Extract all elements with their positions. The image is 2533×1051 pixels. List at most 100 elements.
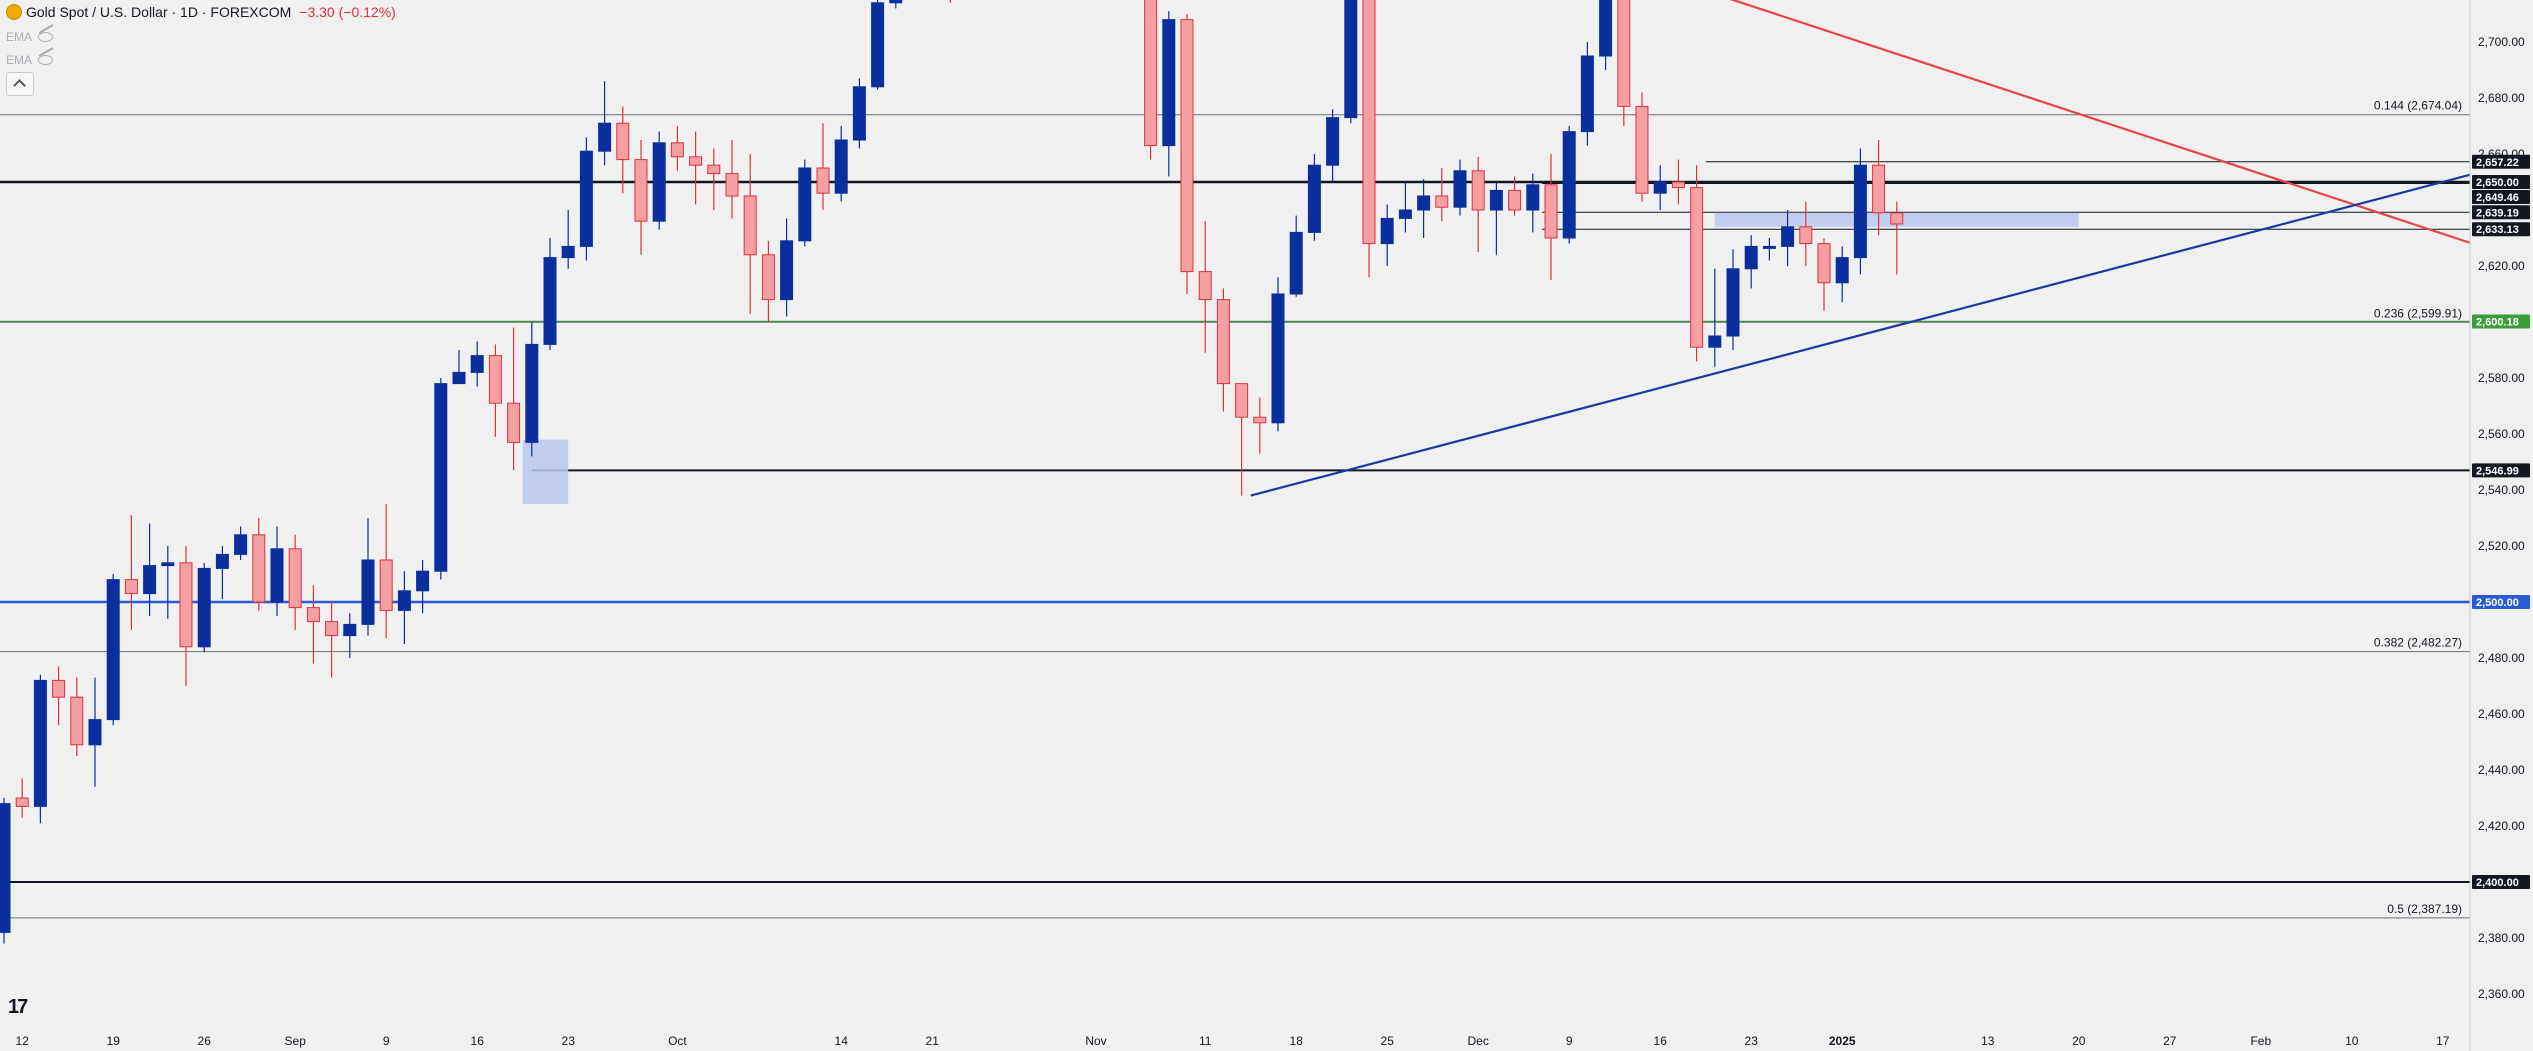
time-tick-label: 13 [1981, 1034, 1995, 1048]
price-tick-label: 2,540.00 [2478, 483, 2525, 497]
candle [161, 546, 175, 619]
candle [1872, 140, 1886, 236]
price-tag-bg [2472, 190, 2530, 204]
price-tag-label: 2,600.18 [2476, 316, 2519, 328]
candle-body [816, 167, 830, 194]
candle [634, 140, 648, 255]
candle [780, 218, 794, 317]
candle-body [106, 579, 120, 721]
time-tick-label: 17 [2436, 1034, 2450, 1048]
candle-body [1453, 170, 1467, 208]
price-tick-label: 2,420.00 [2478, 819, 2525, 833]
tradingview-logo-icon[interactable]: 17 [8, 996, 28, 1018]
time-tick-label: 20 [2072, 1034, 2086, 1048]
candle-body [1817, 243, 1831, 284]
candle [88, 677, 102, 787]
candle-body [525, 343, 539, 443]
candle [1580, 42, 1594, 146]
price-tag-label: 2,650.00 [2476, 177, 2519, 189]
candle-body [598, 122, 612, 152]
candle-body [1235, 383, 1249, 418]
candle-body [1289, 231, 1303, 295]
time-tick-label: 23 [562, 1034, 576, 1048]
time-tick-label: 11 [1199, 1034, 1212, 1048]
price-axis[interactable]: 2,360.00 2,380.00 2,400.00 2,420.00 2,440.00… [2469, 0, 2533, 1051]
candle-body [197, 567, 211, 648]
candle-body [0, 803, 11, 933]
eye-off-icon[interactable] [38, 55, 54, 65]
candle [434, 378, 448, 580]
time-tick-label: 16 [1654, 1034, 1668, 1048]
price-tick-label: 2,520.00 [2478, 539, 2525, 553]
indicator-ema-2[interactable]: EMA [6, 53, 54, 67]
chevron-up-icon[interactable] [6, 72, 34, 96]
candle [525, 322, 539, 457]
candle [816, 123, 830, 210]
candle [1835, 246, 1849, 303]
candle [397, 571, 411, 644]
price-tag: 2,600.18 [2472, 314, 2530, 329]
candle-body [1380, 217, 1394, 245]
indicator-ema-1[interactable]: EMA [6, 30, 54, 44]
candle-body [1744, 245, 1758, 270]
candle-body [361, 559, 375, 625]
candle [1180, 14, 1194, 294]
candle-body [215, 553, 229, 569]
candle-body [1671, 181, 1685, 189]
candle [1781, 210, 1795, 266]
candle-body [1890, 212, 1904, 225]
candle [470, 341, 484, 387]
time-tick-label: 12 [16, 1034, 30, 1048]
candle-body [1580, 55, 1594, 133]
candle-body [1599, 0, 1613, 57]
price-tag-label: 2,400.00 [2476, 877, 2519, 889]
candle [1144, 0, 1158, 160]
candle-body [252, 534, 266, 603]
candle-body [143, 565, 157, 595]
candle [1453, 159, 1467, 216]
candle [343, 613, 357, 658]
candle [1344, 0, 1358, 124]
price-tag: 2,657.22 [2472, 154, 2530, 169]
ascending-support-line [1250, 164, 2507, 497]
candle [616, 106, 630, 194]
candle [1235, 383, 1249, 496]
indicator-label: EMA [6, 30, 33, 44]
price-tick-label: 2,380.00 [2478, 931, 2525, 945]
symbol-title: Gold Spot / U.S. Dollar · 1D · FOREXCOM [26, 4, 292, 20]
candle-body [1690, 187, 1704, 348]
candle [452, 350, 466, 385]
time-tick-label: 14 [835, 1034, 849, 1048]
candle-body [1508, 189, 1522, 211]
candle-body [1344, 0, 1358, 119]
candle [1817, 238, 1831, 311]
candle-body [1762, 245, 1776, 249]
candle-body [1708, 335, 1722, 348]
candle [0, 798, 11, 944]
price-tag-label: 2,657.22 [2476, 157, 2519, 169]
price-tag-bg [2472, 175, 2530, 189]
price-tag-bg [2472, 314, 2530, 329]
candle [416, 560, 430, 614]
price-tag-label: 2,500.00 [2476, 597, 2519, 609]
candle [143, 523, 157, 616]
price-tag: 2,639.19 [2472, 205, 2530, 220]
candle-body [397, 590, 411, 611]
price-tick-label: 2,480.00 [2478, 651, 2525, 665]
time-tick-label: 21 [926, 1034, 940, 1048]
candle-body [561, 245, 575, 259]
eye-off-icon[interactable] [38, 32, 54, 42]
fib-label: 0.382 (2,482.27) [2374, 636, 2462, 650]
price-tick-label: 2,700.00 [2478, 35, 2525, 49]
candle-body [707, 164, 721, 175]
candle-body [852, 86, 866, 141]
candle [1726, 249, 1740, 350]
symbol-row[interactable]: Gold Spot / U.S. Dollar · 1D · FOREXCOM … [6, 4, 396, 20]
time-axis[interactable]: 12 19 26 Sep 9 16 23 Oct 14 21 Nov 11 18 25 Dec 9 16 23 20… [16, 1034, 2450, 1048]
candle [1890, 201, 1904, 275]
candle-body [1872, 164, 1886, 214]
candle-body [761, 254, 775, 301]
candle [798, 159, 812, 247]
candle-body [488, 355, 502, 404]
